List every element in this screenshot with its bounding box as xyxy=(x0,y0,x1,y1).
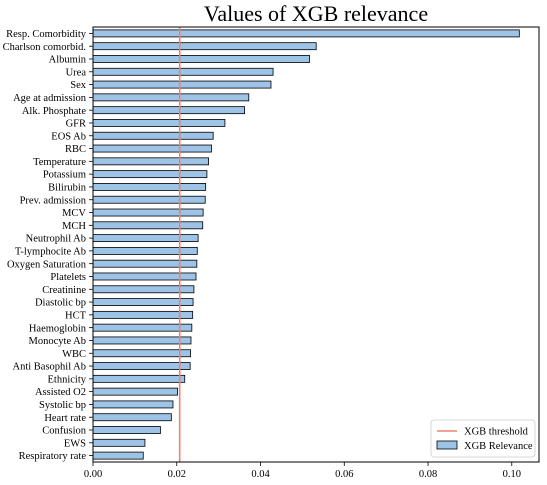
y-tick-label: Ethnicity xyxy=(48,374,87,385)
y-tick-label: Confusion xyxy=(42,426,87,437)
y-tick-label: MCH xyxy=(62,221,86,232)
bar-alk-phosphate xyxy=(92,106,245,115)
y-tick-label: Creatinine xyxy=(42,285,86,296)
y-tick-label: Neutrophil Ab xyxy=(26,234,86,245)
x-tick-label: 0.06 xyxy=(335,469,353,480)
y-tick-labels: Resp. Comorbidity Charlson comorbid. Album… xyxy=(3,29,93,462)
bar-mcv xyxy=(92,208,204,217)
y-tick-label: HCT xyxy=(65,310,87,321)
y-tick-label: Diastolic bp xyxy=(35,298,86,309)
bar-anti-basophil-ab xyxy=(92,362,191,370)
y-tick-label: RBC xyxy=(65,144,86,155)
bar-assisted-o2 xyxy=(92,387,178,396)
y-tick-label: Albumin xyxy=(49,55,87,66)
y-tick-label: Respiratory rate xyxy=(19,451,87,462)
y-tick-label: Anti Basophil Ab xyxy=(12,362,86,373)
bar-potassium xyxy=(92,170,208,179)
plot-frame xyxy=(92,26,540,463)
bar-albumin xyxy=(92,55,310,63)
bars-group xyxy=(92,29,520,460)
y-tick-label: T-lymphocite Ab xyxy=(15,246,86,257)
bar-t-lymphocite-ab xyxy=(92,246,198,255)
x-tick-label: 0.02 xyxy=(168,469,186,480)
y-tick-label: GFR xyxy=(66,119,86,130)
bar-resp-comorbidity xyxy=(92,29,520,38)
bar-ethnicity xyxy=(92,374,186,383)
y-tick-label: Monocyte Ab xyxy=(29,336,86,347)
x-tick-label: 0.10 xyxy=(503,469,521,480)
bar-haemoglobin xyxy=(92,323,193,332)
y-tick-label: Alk. Phosphate xyxy=(22,106,87,117)
x-tick-label: 0.00 xyxy=(84,469,102,480)
y-tick-label: Charlson comorbid. xyxy=(3,42,86,53)
y-tick-label: Potassium xyxy=(43,170,86,181)
y-tick-label: Resp. Comorbidity xyxy=(6,29,87,40)
y-tick-label: Temperature xyxy=(33,157,86,168)
bar-confusion xyxy=(92,426,161,434)
bar-mch xyxy=(92,221,204,230)
y-tick-label: Oxygen Saturation xyxy=(7,259,87,270)
x-tick-labels: 0.00 0.02 0.04 0.06 0.08 0.10 xyxy=(84,462,521,480)
y-tick-label: Sex xyxy=(70,80,87,91)
bar-monocyte-ab xyxy=(92,336,192,345)
bar-hct xyxy=(92,310,194,319)
bar-wbc xyxy=(92,349,191,358)
y-tick-label: Bilirubin xyxy=(48,183,87,194)
bar-sex xyxy=(92,80,272,89)
bar-creatinine xyxy=(92,285,195,294)
y-tick-label: EOS Ab xyxy=(51,131,86,142)
bar-bilirubin xyxy=(92,183,207,191)
x-tick-label: 0.08 xyxy=(419,469,437,480)
y-tick-label: EWS xyxy=(64,438,86,449)
bar-platelets xyxy=(92,272,197,281)
y-tick-label: Prev. admission xyxy=(20,195,87,206)
y-tick-label: Heart rate xyxy=(44,413,86,424)
bar-respiratory-rate xyxy=(92,451,144,460)
bar-oxygen-saturation xyxy=(92,259,198,268)
y-tick-label: Platelets xyxy=(50,272,86,283)
bar-charlson-comorbid xyxy=(92,42,317,51)
bar-age-at-admission xyxy=(92,93,250,102)
bar-urea xyxy=(92,67,274,76)
bar-ews xyxy=(92,438,146,447)
y-tick-label: WBC xyxy=(62,349,86,360)
bar-temperature xyxy=(92,157,209,166)
y-tick-label: Haemoglobin xyxy=(29,323,87,334)
bar-gfr xyxy=(92,119,226,127)
bar-diastolic-bp xyxy=(92,298,194,306)
y-tick-label: Age at admission xyxy=(13,93,87,104)
bar-prev-admission xyxy=(92,195,206,204)
y-tick-label: Urea xyxy=(66,67,87,78)
chart-title: Values of XGB relevance xyxy=(203,1,429,26)
legend-threshold-label: XGB threshold xyxy=(464,427,529,438)
y-tick-label: Systolic bp xyxy=(39,400,86,411)
x-tick-label: 0.04 xyxy=(251,469,270,480)
bar-heart-rate xyxy=(92,413,172,422)
bar-neutrophil-ab xyxy=(92,234,199,243)
bar-rbc xyxy=(92,144,212,153)
bar-eos-ab xyxy=(92,131,214,140)
y-tick-label: MCV xyxy=(62,208,86,219)
legend: XGB threshold XGB Relevance xyxy=(430,419,536,458)
legend-relevance-swatch xyxy=(436,440,458,450)
y-tick-label: Assisted O2 xyxy=(35,387,86,398)
legend-relevance-label: XGB Relevance xyxy=(464,441,533,452)
bar-systolic-bp xyxy=(92,400,174,409)
